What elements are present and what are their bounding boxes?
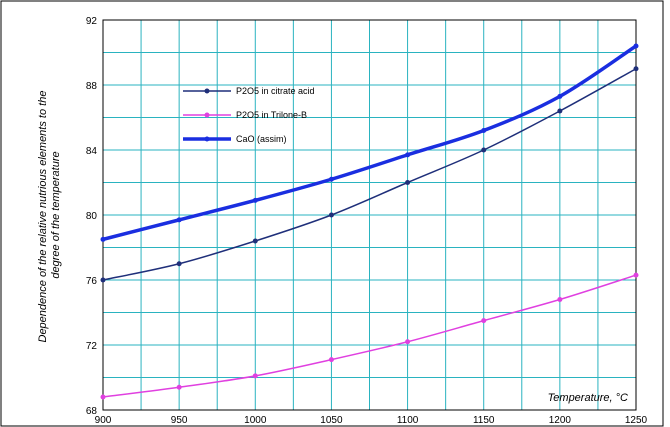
y-tick-label: 76 [86, 276, 98, 287]
data-point-series-2 [633, 272, 639, 278]
data-point-series-2 [176, 384, 182, 390]
data-point-series-1 [176, 261, 182, 267]
y-axis-title-line-2: degree of the temperature [50, 151, 62, 278]
plot-area-border [102, 19, 637, 411]
series-line-2 [102, 274, 637, 398]
legend-marker-1 [204, 88, 210, 94]
y-tick-label: 68 [86, 406, 98, 417]
legend-label-2: P2O5 in Trilone-B [236, 110, 307, 120]
y-axis-title: Dependence of the relative nutrious elem… [37, 88, 62, 343]
y-axis-tick-labels: 68 72 76 80 84 88 92 [86, 16, 98, 417]
data-point-series-1 [481, 147, 487, 153]
data-point-series-2 [405, 339, 411, 345]
data-point-series-2 [481, 318, 487, 324]
x-tick-label: 900 [95, 415, 112, 426]
data-point-series-3 [328, 176, 334, 182]
x-tick-label: 950 [171, 415, 188, 426]
x-axis-title: Temperature, °C [548, 392, 628, 404]
data-point-series-2 [328, 357, 334, 363]
x-tick-label: 1200 [549, 415, 572, 426]
legend-marker-3 [204, 136, 210, 142]
data-point-series-3 [633, 43, 639, 49]
x-tick-label: 1250 [625, 415, 648, 426]
data-point-series-3 [176, 217, 182, 223]
x-tick-label: 1000 [244, 415, 267, 426]
legend-label-1: P2O5 in citrate acid [236, 86, 315, 96]
series-points [100, 43, 639, 400]
x-tick-label: 1050 [320, 415, 343, 426]
x-tick-label: 1100 [397, 415, 419, 426]
x-axis-tick-labels: 900 950 1000 1050 1100 1150 1200 1250 [95, 415, 648, 426]
data-point-series-3 [405, 152, 411, 158]
y-tick-label: 84 [86, 146, 98, 157]
data-point-series-3 [252, 197, 258, 203]
y-axis-title-line-1: Dependence of the relative nutrious elem… [37, 91, 49, 343]
y-tick-label: 92 [86, 16, 98, 27]
y-tick-label: 80 [86, 211, 98, 222]
y-tick-label: 72 [86, 341, 98, 352]
legend: P2O5 in citrate acid P2O5 in Trilone-B CaO… [183, 86, 315, 144]
legend-label-3: CaO (assim) [236, 134, 287, 144]
data-point-series-1 [557, 108, 563, 114]
legend-marker-2 [204, 112, 210, 118]
data-point-series-3 [557, 93, 563, 99]
y-tick-label: 88 [86, 81, 98, 92]
x-tick-label: 1150 [473, 415, 495, 426]
data-point-series-1 [633, 66, 639, 72]
data-point-series-1 [405, 180, 411, 185]
data-point-series-3 [481, 128, 487, 133]
data-point-series-1 [252, 238, 258, 244]
data-point-series-2 [557, 297, 563, 302]
data-point-series-1 [100, 277, 106, 283]
data-point-series-2 [100, 394, 106, 400]
data-point-series-2 [252, 373, 258, 379]
data-point-series-1 [328, 212, 334, 218]
series-line-1 [102, 68, 637, 281]
data-point-series-3 [100, 236, 106, 242]
